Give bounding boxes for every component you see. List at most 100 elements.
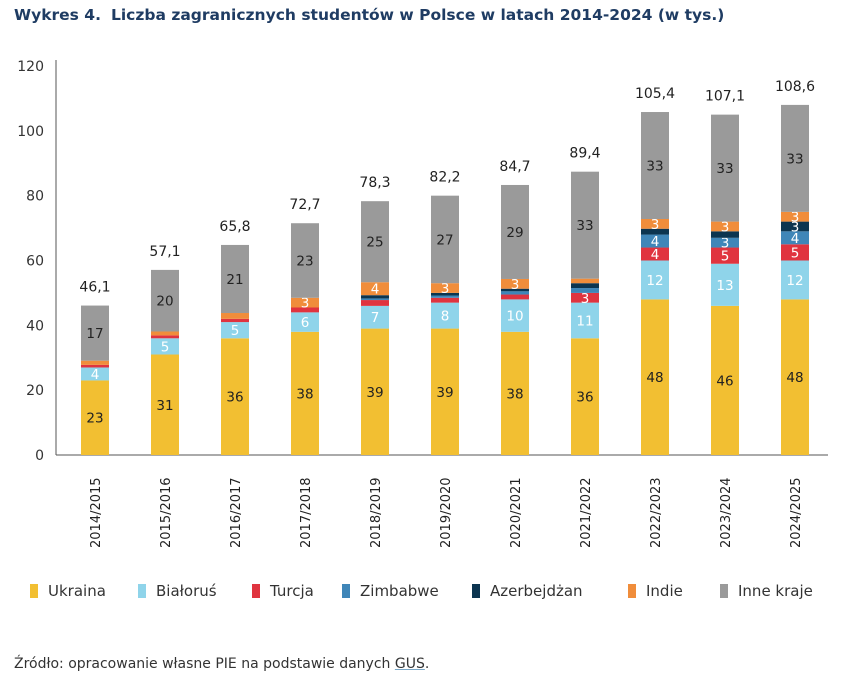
data-label: 20 <box>156 294 173 310</box>
total-label: 57,1 <box>149 244 180 260</box>
bar-segment <box>781 221 809 232</box>
bar-segment <box>571 278 599 284</box>
bar-segment <box>151 269 179 332</box>
legend-swatch <box>720 584 728 598</box>
total-label: 108,6 <box>775 79 815 95</box>
legend-swatch <box>138 584 146 598</box>
bar-segment <box>711 263 739 306</box>
legend-label: Turcja <box>270 582 314 600</box>
bar-segment <box>501 331 529 455</box>
data-label: 8 <box>441 309 450 325</box>
bar-segment <box>571 171 599 279</box>
bar-segment <box>81 360 109 365</box>
y-tick-label: 20 <box>26 383 44 399</box>
legend-label: Białoruś <box>156 582 217 600</box>
x-tick-label: 2020/2021 <box>509 477 524 548</box>
total-label: 107,1 <box>705 89 745 105</box>
bar-segment <box>641 299 669 455</box>
data-label: 3 <box>791 219 800 235</box>
y-tick-label: 0 <box>35 448 44 464</box>
x-tick-label: 2023/2024 <box>719 477 734 548</box>
data-label: 4 <box>91 367 100 383</box>
legend-label: Azerbejdżan <box>490 582 583 600</box>
bar-segment <box>431 302 459 329</box>
bar-segment <box>781 244 809 261</box>
legend-swatch <box>628 584 636 598</box>
data-label: 13 <box>716 278 733 294</box>
x-tick-label: 2017/2018 <box>299 477 314 548</box>
data-label: 5 <box>721 249 730 265</box>
x-tick-label: 2015/2016 <box>159 477 174 548</box>
chart-title: Wykres 4. Liczba zagranicznych studentów … <box>14 6 724 24</box>
data-label: 3 <box>651 217 660 233</box>
bar-segment <box>221 313 249 319</box>
bar-segment <box>361 201 389 283</box>
bar-segment <box>431 297 459 303</box>
total-label: 89,4 <box>569 146 600 162</box>
bar-segment <box>711 237 739 248</box>
bar-segment <box>501 288 529 292</box>
total-label: 105,4 <box>635 86 675 102</box>
bar-segment <box>571 288 599 293</box>
x-tick-label: 2019/2020 <box>439 477 454 548</box>
bar-segment <box>711 305 739 455</box>
legend-item: Turcja <box>252 582 314 600</box>
bar-segment <box>781 231 809 245</box>
data-label: 39 <box>366 385 383 401</box>
x-tick-label: 2021/2022 <box>579 477 594 548</box>
total-label: 84,7 <box>499 159 530 175</box>
bar-segment <box>81 364 109 368</box>
bar-segment <box>711 114 739 222</box>
data-label: 17 <box>86 326 103 342</box>
bar-segment <box>151 354 179 455</box>
legend-item: Białoruś <box>138 582 217 600</box>
data-label: 5 <box>791 245 800 261</box>
total-label: 65,8 <box>219 219 250 235</box>
data-label: 12 <box>786 273 803 289</box>
data-label: 7 <box>371 310 380 326</box>
chart-legend: Ukraina Białoruś Turcja Zimbabwe Azerbejdżan… <box>30 582 830 606</box>
figure-label: Wykres 4. <box>14 6 101 24</box>
bar-segment <box>641 112 669 220</box>
bar-segment <box>781 104 809 212</box>
bar-segment <box>781 260 809 300</box>
data-label: 33 <box>786 151 803 167</box>
bar-segment <box>641 219 669 229</box>
bar-segment <box>781 211 809 222</box>
data-label: 5 <box>231 323 240 339</box>
bar-segment <box>361 282 389 296</box>
total-label: 82,2 <box>429 170 460 186</box>
bar-segment <box>361 298 389 301</box>
bar-segment <box>221 322 249 339</box>
data-label: 27 <box>436 232 453 248</box>
data-label: 36 <box>226 390 243 406</box>
bar-segment <box>151 338 179 355</box>
total-label: 46,1 <box>79 280 110 296</box>
data-label: 29 <box>506 225 523 241</box>
bar-segment <box>711 247 739 264</box>
data-label: 3 <box>791 210 800 226</box>
source-link-gus[interactable]: GUS <box>394 656 425 672</box>
bar-segment <box>291 307 319 313</box>
bar-segment <box>571 302 599 339</box>
data-label: 33 <box>576 218 593 234</box>
data-label: 48 <box>646 370 663 386</box>
bar-segment <box>641 247 669 261</box>
bar-segment <box>571 283 599 289</box>
data-label: 38 <box>506 386 523 402</box>
bar-segment <box>431 195 459 284</box>
data-label: 3 <box>301 296 310 312</box>
data-label: 25 <box>366 235 383 251</box>
bar-segment <box>781 299 809 455</box>
legend-item: Zimbabwe <box>342 582 439 600</box>
bar-segment <box>501 299 529 332</box>
total-label: 78,3 <box>359 175 390 191</box>
y-tick-label: 100 <box>17 124 44 140</box>
bar-segment <box>431 292 459 296</box>
bar-segment <box>641 260 669 300</box>
data-label: 12 <box>646 273 663 289</box>
bar-segment <box>81 305 109 361</box>
bar-segment <box>431 295 459 298</box>
data-label: 33 <box>716 161 733 177</box>
data-label: 23 <box>296 254 313 270</box>
